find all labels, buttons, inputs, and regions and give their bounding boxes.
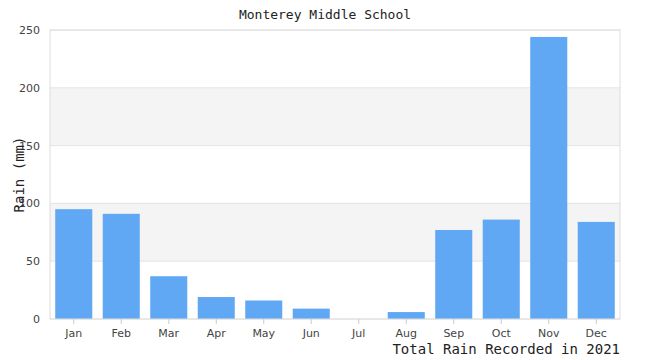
x-tick-label: Dec [586,327,607,340]
x-tick [168,319,169,324]
x-tick-label: Apr [207,327,227,340]
x-tick [596,319,597,324]
bar [530,37,567,319]
x-tick [406,319,407,324]
bar [150,276,187,319]
x-axis-label: Total Rain Recorded in 2021 [392,341,620,357]
x-tick [73,319,74,324]
bar [198,297,235,319]
bar [293,309,330,319]
y-tick-label: 50 [26,255,40,268]
y-tick-label: 0 [33,313,40,326]
x-tick [358,319,359,324]
x-tick-label: Aug [396,327,417,340]
x-tick-label: Jun [302,327,320,340]
bar [578,222,615,319]
x-tick [453,319,454,324]
plot-background [50,30,620,319]
x-tick [121,319,122,324]
x-tick-label: Jan [64,327,82,340]
chart-container: 050100150200250JanFebMarAprMayJunJulAugS… [0,0,650,360]
bar [55,209,92,319]
x-tick-label: Mar [158,327,179,340]
x-tick-label: Oct [492,327,512,340]
x-tick [216,319,217,324]
bar [245,301,282,319]
plot-frame [50,30,620,319]
bar [483,220,520,319]
x-tick [311,319,312,324]
x-tick [501,319,502,324]
x-tick-label: Feb [112,327,131,340]
y-axis-label: Rain (mm) [11,137,27,213]
x-tick [263,319,264,324]
bars [55,37,615,319]
bar [103,214,140,319]
bar [388,312,425,319]
bar [435,230,472,319]
y-tick-label: 200 [19,82,40,95]
x-tick-label: May [252,327,275,340]
x-tick [548,319,549,324]
x-tick-label: Jul [351,327,365,340]
chart-title: Monterey Middle School [239,7,411,22]
y-tick-label: 250 [19,24,40,37]
x-tick-label: Nov [538,327,560,340]
chart-svg: 050100150200250JanFebMarAprMayJunJulAugS… [0,0,650,360]
x-tick-label: Sep [443,327,464,340]
